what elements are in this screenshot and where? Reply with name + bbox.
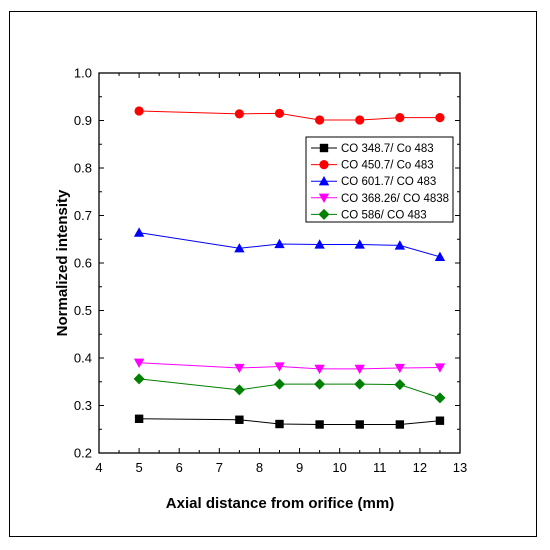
data-point [434, 251, 446, 261]
series-4 [133, 358, 446, 375]
data-point [274, 108, 285, 118]
data-point [434, 392, 446, 404]
legend-label: CO 601.7/ CO 483 [341, 176, 436, 188]
data-point [395, 113, 405, 123]
data-point [395, 420, 405, 429]
data-point [235, 415, 244, 424]
data-point [274, 362, 285, 372]
data-point [434, 363, 446, 373]
data-point [355, 420, 364, 429]
data-point [315, 115, 325, 125]
y-axis-title: Normalized intensity [54, 189, 71, 336]
data-point [133, 227, 145, 237]
y-tick-label: 0.9 [74, 113, 92, 128]
legend-marker [318, 193, 330, 203]
legend-label: CO 586/ CO 483 [341, 209, 427, 221]
data-point [133, 358, 145, 368]
data-point [134, 414, 144, 423]
y-axis: 0.2 0.3 0.4 0.5 0.6 0.7 0.8 0.9 1.0 [74, 66, 460, 461]
series-5 [133, 373, 446, 404]
x-tick-label: 7 [216, 460, 223, 475]
data-point [435, 416, 445, 425]
data-point [274, 378, 285, 390]
y-tick-label: 0.8 [74, 161, 92, 176]
series-2 [134, 106, 445, 125]
data-point [435, 113, 445, 123]
series-line [139, 362, 440, 370]
legend-item: CO 601.7/ CO 483 [311, 176, 436, 188]
legend-marker [318, 176, 330, 186]
data-point [315, 420, 324, 429]
y-tick-label: 0.4 [74, 351, 92, 366]
legend: CO 348.7/ Co 483 CO 450.7/ Co 483 CO 601.7… [305, 136, 454, 223]
x-tick-label: 10 [332, 460, 346, 475]
x-tick-label: 9 [296, 460, 303, 475]
x-tick-label: 5 [135, 460, 142, 475]
data-point [394, 363, 406, 374]
data-point [233, 384, 245, 396]
data-point [314, 364, 325, 375]
y-tick-label: 1.0 [74, 66, 92, 81]
data-point [234, 363, 245, 374]
legend-item: CO 348.7/ Co 483 [311, 143, 434, 155]
data-point [394, 379, 406, 391]
data-point [314, 378, 326, 390]
legend-item: CO 450.7/ Co 483 [311, 160, 434, 172]
data-point [354, 378, 366, 390]
x-axis: 4 5 6 7 8 9 10 11 12 13 [95, 73, 467, 475]
legend-box [305, 136, 454, 223]
data-point [133, 373, 145, 385]
plot-area-border [98, 72, 461, 454]
data-point [394, 240, 406, 250]
legend-marker [319, 143, 329, 153]
legend-label: CO 348.7/ Co 483 [341, 143, 434, 155]
x-tick-label: 6 [176, 460, 183, 475]
y-tick-label: 0.7 [74, 208, 92, 223]
data-point [275, 419, 284, 429]
data-point [134, 106, 144, 116]
x-tick-label: 13 [453, 460, 467, 475]
series-layer [133, 106, 446, 429]
y-tick-label: 0.3 [74, 398, 92, 413]
data-point [354, 364, 365, 375]
legend-marker [318, 208, 330, 220]
data-point [234, 243, 245, 253]
x-tick-label: 4 [95, 460, 102, 475]
y-tick-label: 0.2 [74, 446, 92, 461]
data-point [234, 109, 244, 119]
legend-item: CO 586/ CO 483 [311, 208, 427, 221]
series-line [139, 232, 441, 258]
figure-frame [9, 11, 537, 537]
data-point [274, 238, 285, 249]
series-3 [133, 227, 446, 261]
data-point [354, 239, 365, 249]
x-tick-label: 12 [413, 460, 427, 475]
series-line [139, 378, 441, 399]
x-tick-label: 8 [256, 460, 263, 475]
data-point [355, 115, 365, 125]
legend-label: CO 368.26/ CO 4838 [341, 193, 449, 205]
data-point [314, 239, 325, 249]
x-tick-label: 11 [373, 460, 387, 475]
y-tick-label: 0.6 [74, 256, 92, 271]
series-1 [134, 414, 445, 429]
series-line [139, 110, 440, 121]
x-axis-title: Axial distance from orifice (mm) [166, 495, 394, 512]
legend-marker [319, 160, 329, 170]
series-line [139, 418, 440, 425]
legend-label: CO 450.7/ Co 483 [341, 160, 434, 172]
legend-item: CO 368.26/ CO 4838 [311, 193, 449, 205]
y-tick-label: 0.5 [74, 303, 92, 318]
